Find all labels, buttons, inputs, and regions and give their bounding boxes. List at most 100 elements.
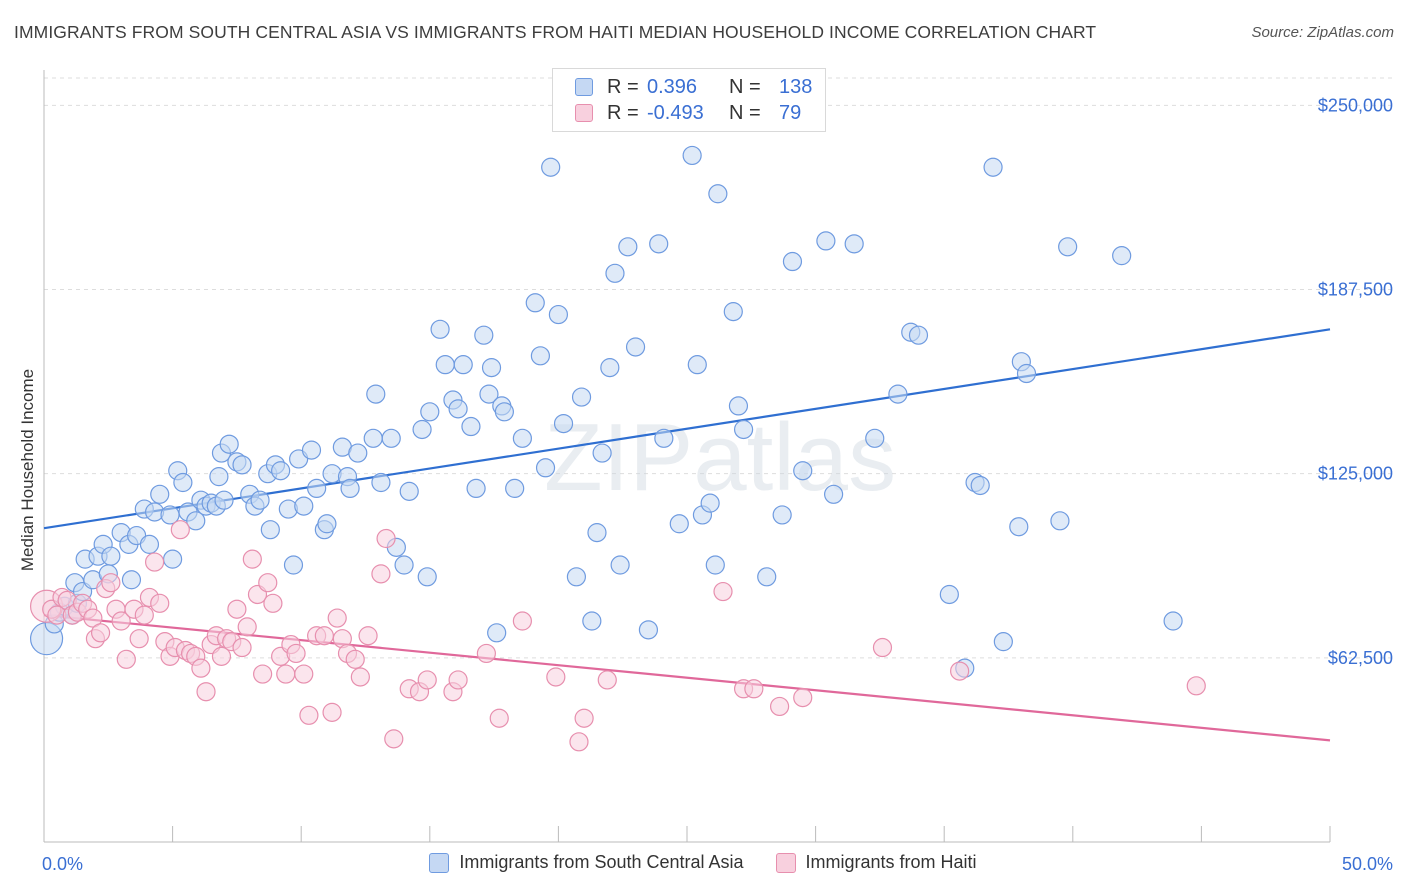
data-point (816, 231, 836, 251)
data-point (371, 472, 391, 493)
data-point (793, 461, 813, 481)
data-point (294, 664, 314, 684)
data-point (1050, 511, 1070, 531)
data-point (476, 643, 496, 664)
data-point (116, 649, 136, 669)
legend-row-haiti: R = -0.493 N = 79 (575, 101, 819, 125)
data-point (481, 358, 502, 378)
data-point (363, 428, 383, 448)
data-point (505, 478, 525, 499)
legend-n-key: N = (729, 75, 761, 98)
data-point (276, 664, 296, 684)
data-point (1016, 363, 1037, 384)
legend-r-key: R = (607, 75, 639, 98)
data-point (219, 434, 239, 454)
data-point (170, 520, 190, 540)
data-point (129, 629, 149, 649)
data-point (376, 528, 396, 549)
data-point (350, 667, 370, 687)
data-point (566, 567, 587, 587)
data-point (548, 304, 569, 325)
x-tick-label-max: 50.0% (1342, 854, 1393, 874)
data-point (512, 611, 532, 631)
data-point (299, 705, 319, 725)
data-point (466, 478, 486, 499)
series-haiti (29, 520, 1206, 752)
data-point (381, 428, 401, 448)
data-point (90, 623, 111, 643)
data-point (625, 337, 646, 357)
data-point (489, 708, 509, 728)
data-point (412, 419, 432, 440)
data-point (1009, 517, 1029, 537)
data-point (345, 649, 365, 669)
data-point (209, 467, 229, 487)
data-point (448, 670, 468, 690)
legend-item-south-central-asia[interactable]: Immigrants from South Central Asia (429, 852, 744, 873)
data-point (150, 484, 170, 504)
data-point (253, 664, 273, 684)
data-point (453, 355, 473, 375)
data-point (307, 478, 327, 499)
data-point (844, 234, 864, 254)
legend-item-haiti[interactable]: Immigrants from Haiti (775, 852, 977, 873)
data-point (610, 555, 630, 575)
data-point (1163, 611, 1183, 631)
data-point (186, 511, 206, 531)
data-point (1186, 676, 1206, 696)
data-point (448, 399, 468, 419)
data-point (733, 419, 754, 440)
legend-n-key: N = (729, 101, 761, 124)
data-point (196, 682, 216, 702)
data-point (535, 458, 556, 478)
data-point (950, 661, 970, 681)
data-point (618, 237, 638, 257)
data-point (512, 428, 532, 448)
data-point (111, 611, 131, 631)
legend-swatch-blue (429, 852, 450, 873)
data-point (700, 493, 720, 513)
data-point (546, 667, 566, 687)
trend-line (43, 614, 1331, 742)
data-point (150, 593, 170, 613)
data-point (263, 593, 283, 613)
data-point (744, 679, 764, 699)
data-point (271, 461, 291, 481)
data-point (525, 293, 545, 313)
data-point (435, 355, 455, 375)
data-point (669, 514, 689, 534)
data-point (769, 696, 790, 717)
legend-r-value: -0.493 (647, 101, 704, 124)
chart-source: Source: ZipAtlas.com (1251, 24, 1394, 41)
data-point (420, 402, 440, 422)
data-point (713, 581, 733, 602)
data-point (258, 573, 278, 593)
data-point (101, 573, 121, 593)
trend-lines (43, 328, 1331, 742)
data-point (286, 643, 306, 664)
legend-label-south-central-asia: Immigrants from South Central Asia (459, 852, 744, 872)
data-point (348, 443, 368, 463)
legend-swatch-blue (575, 78, 593, 96)
data-point (237, 617, 257, 637)
data-point (872, 637, 893, 658)
data-point (587, 523, 607, 543)
data-point (649, 234, 669, 254)
data-point (417, 567, 437, 587)
legend-r-key: R = (607, 101, 639, 124)
data-point (687, 355, 707, 375)
data-point (163, 549, 183, 569)
chart-title: IMMIGRANTS FROM SOUTH CENTRAL ASIA VS IM… (14, 22, 1097, 42)
data-point (597, 670, 617, 690)
data-point (908, 325, 929, 345)
data-point (250, 490, 270, 510)
data-point (121, 570, 142, 590)
data-point (358, 626, 378, 646)
data-point (638, 620, 659, 640)
data-point (340, 478, 360, 499)
data-point (605, 263, 625, 283)
data-point (144, 552, 165, 572)
data-point (83, 608, 103, 628)
data-point (757, 567, 777, 587)
